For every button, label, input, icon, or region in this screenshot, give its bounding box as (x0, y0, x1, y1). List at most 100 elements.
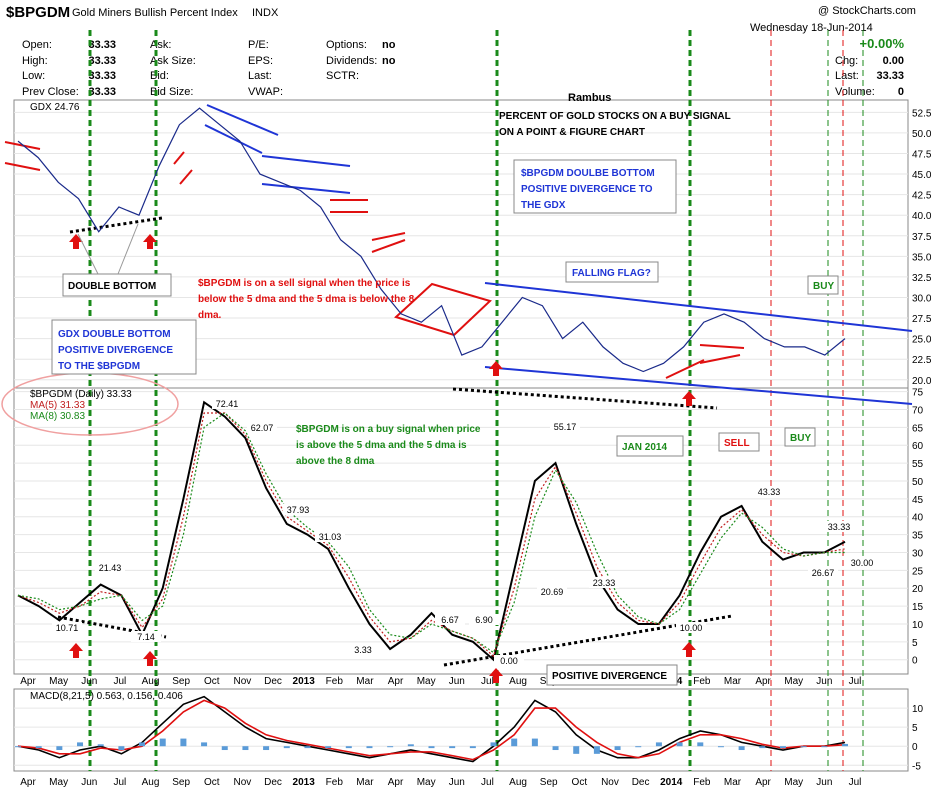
quote-label: Last: (835, 70, 859, 82)
data-label-bg (52, 622, 82, 633)
data-label: 26.67 (812, 568, 835, 578)
red-up-arrow-icon (682, 391, 696, 406)
data-label-bg (808, 567, 838, 578)
data-label: 37.93 (287, 505, 310, 515)
buy-signal-3: above the 8 dma (296, 456, 375, 467)
macd-histogram-bar (593, 746, 600, 754)
quote-value: 33.33 (876, 70, 904, 82)
quote-value: 0 (898, 86, 904, 98)
legend-ma8: MA(8) 30.83 (30, 411, 85, 422)
grid-lines (14, 111, 908, 766)
data-label-bg (212, 398, 242, 409)
red-flag-2b (179, 169, 193, 185)
x-tick-label: Aug (142, 676, 160, 687)
y-tick-label: 25 (912, 566, 924, 577)
x-tick-label: 2013 (293, 676, 316, 687)
macd-histogram-bar (842, 743, 848, 747)
series-layer (15, 107, 848, 763)
macd-histogram-bar (366, 746, 373, 749)
x-tick-label: Jun (816, 777, 832, 788)
x-tick-label: Feb (326, 676, 344, 687)
macd-histogram-bar (573, 746, 580, 754)
data-label-bg (494, 655, 524, 666)
data-label: 10.71 (56, 623, 79, 633)
data-label: 30.00 (851, 558, 874, 568)
macd-histogram-bar (779, 746, 786, 749)
x-tick-label: Aug (142, 777, 160, 788)
red-flag-1b (4, 162, 41, 171)
macd-histogram-bar (180, 738, 187, 747)
red-up-arrow-icon (682, 642, 696, 657)
y-tick-label: 20.0 (912, 376, 932, 387)
macd-histogram-bar (159, 738, 166, 747)
series-line (17, 695, 846, 763)
bpgdm-panel-frame (13, 387, 909, 675)
buy-box-2 (784, 427, 816, 447)
gdx-bottom-line (452, 387, 718, 410)
y-tick-label: 10 (912, 704, 924, 715)
quote-label: VWAP: (248, 86, 283, 98)
x-tick-label: Sep (172, 777, 190, 788)
quote-label: Ask: (150, 39, 171, 51)
y-tick-label: 45.0 (912, 170, 932, 181)
quote-label: P/E: (248, 39, 269, 51)
x-tick-label: Jul (113, 777, 126, 788)
rambus-label: Rambus (568, 92, 611, 104)
x-tick-label: Jun (449, 676, 465, 687)
macd-histogram-bar (469, 746, 476, 749)
macd-histogram-bar (697, 742, 704, 747)
macd-histogram-bar (614, 746, 621, 751)
double-bottom-tag (62, 273, 172, 297)
buy-signal-2: is above the 5 dma and the 5 dma is (296, 440, 467, 451)
gdx-channel-lower-2 (261, 183, 351, 194)
y-tick-label: 10 (912, 620, 924, 631)
bpgdm-divergence-line (443, 614, 733, 667)
red-up-arrow-icon (143, 234, 157, 249)
x-tick-label: Nov (234, 777, 252, 788)
data-label: 31.03 (319, 532, 342, 542)
quote-value: no (382, 55, 396, 67)
double-bottom-box-2: POSITIVE DIVERGENCE TO (521, 184, 653, 195)
quote-label: Bid: (150, 70, 169, 82)
macd-histogram-bar (345, 746, 352, 749)
quote-value: 33.33 (88, 70, 116, 82)
x-tick-label: Jul (113, 676, 126, 687)
x-tick-label: 2013 (293, 777, 316, 788)
macd-y-ticks: 10 5 0 -5 (912, 704, 924, 772)
x-tick-label: Aug (509, 676, 527, 687)
macd-histogram-bar (201, 742, 208, 747)
x-tick-label: Oct (204, 777, 220, 788)
y-tick-label: -5 (912, 761, 921, 772)
y-tick-label: 47.5 (912, 149, 932, 160)
x-tick-label: Nov (601, 777, 619, 788)
x-tick-label: May (417, 676, 436, 687)
x-tick-label: Apr (388, 676, 404, 687)
buy-box-1 (807, 275, 839, 295)
red-diamond-pattern (394, 282, 492, 337)
y-tick-label: 27.5 (912, 314, 932, 325)
quote-label: Prev Close: (22, 86, 79, 98)
macd-histogram-bar (35, 746, 42, 749)
buy-text-1: BUY (813, 281, 834, 292)
quote-label: Dividends: (326, 55, 377, 67)
quote-label: Open: (22, 39, 52, 51)
series-line (17, 412, 845, 654)
x-tick-label: 2014 (660, 777, 683, 788)
quote-label: High: (22, 55, 48, 67)
y-tick-label: 45 (912, 495, 924, 506)
x-tick-label: Mar (724, 676, 742, 687)
quote-value: no (382, 39, 396, 51)
series-line (17, 699, 846, 761)
data-label: 55.17 (554, 422, 577, 432)
y-tick-label: 0 (912, 742, 918, 753)
macd-histogram-bar (387, 746, 394, 748)
macd-histogram-bar (511, 738, 518, 747)
chart-title: $BPGDM (6, 4, 70, 21)
x-tick-label: Feb (693, 777, 711, 788)
gdx-label: GDX 24.76 (30, 102, 80, 113)
x-tick-label: Jun (81, 676, 97, 687)
data-label-bg (589, 577, 619, 588)
macd-histogram-bar (821, 746, 828, 748)
